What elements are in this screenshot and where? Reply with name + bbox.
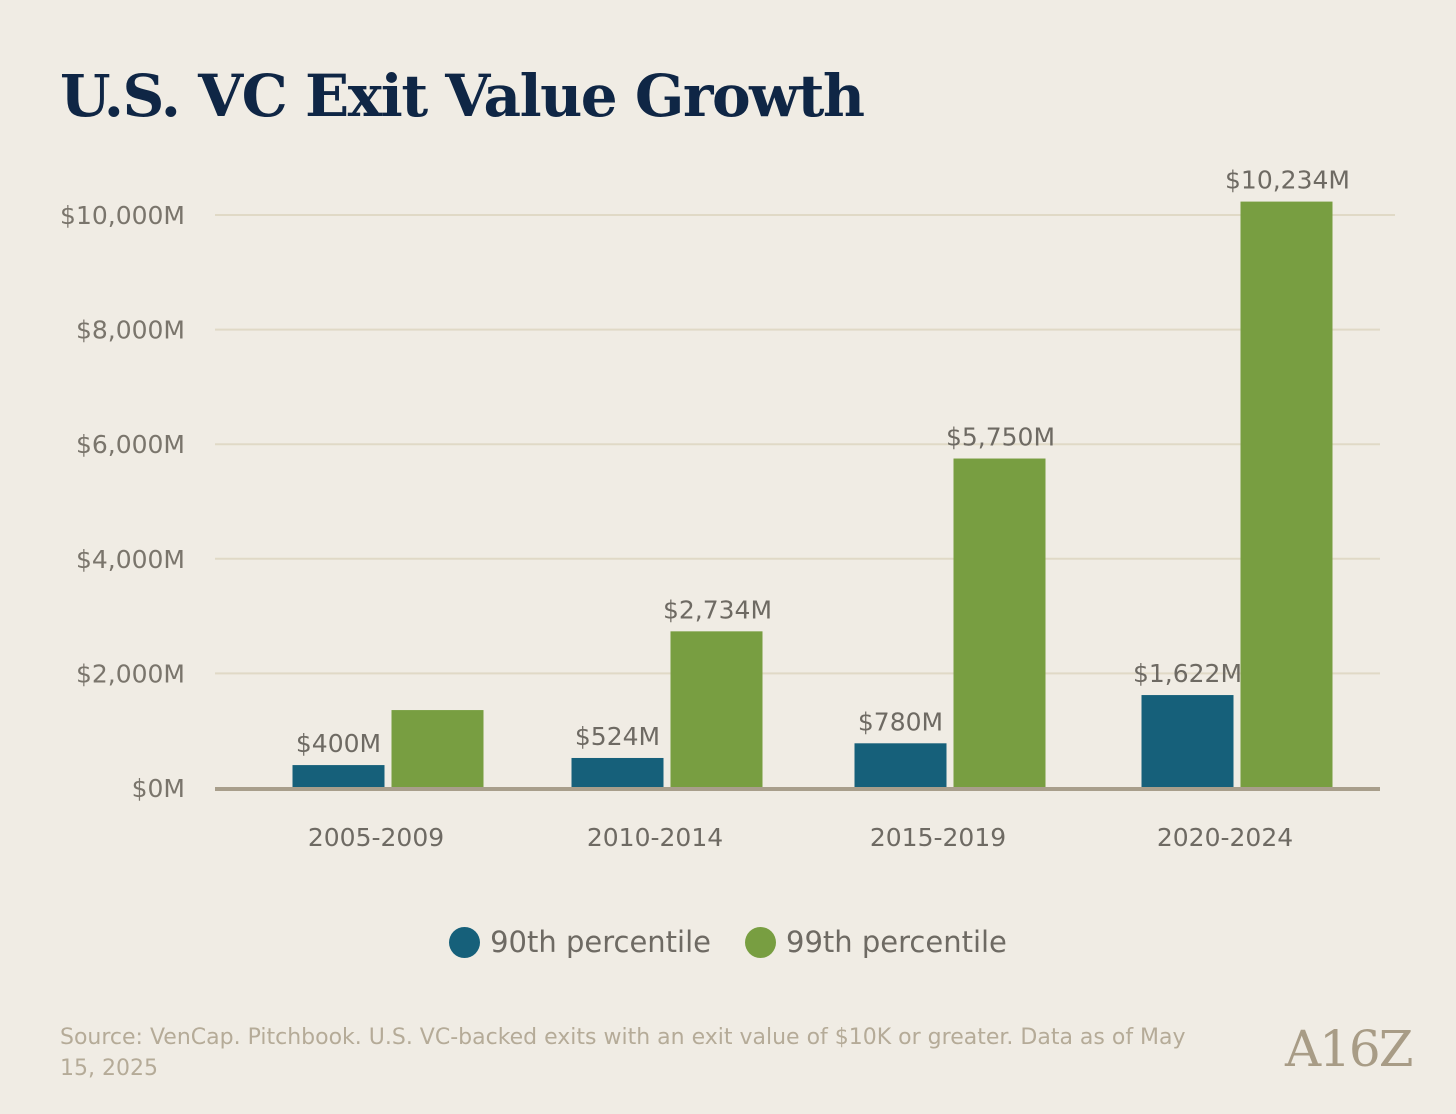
legend-item: 99th percentile	[745, 925, 1007, 959]
x-tick-label: 2005-2009	[308, 823, 444, 852]
chart-title: U.S. VC Exit Value Growth	[60, 62, 865, 130]
data-label: $400M	[296, 729, 381, 758]
data-label: $1,622M	[1133, 659, 1242, 688]
y-tick-label: $2,000M	[76, 659, 185, 688]
bar-99th	[391, 710, 484, 788]
a16z-logo: A16Z	[1285, 1020, 1413, 1078]
y-tick-label: $0M	[132, 774, 185, 803]
bar-90th	[292, 765, 385, 788]
bar-90th	[1141, 695, 1234, 788]
bar-90th	[854, 743, 947, 788]
legend-swatch	[745, 926, 776, 958]
legend: 90th percentile 99th percentile	[0, 925, 1456, 959]
y-tick-label: $10,000M	[60, 201, 185, 230]
legend-swatch	[449, 926, 481, 958]
data-label: $524M	[575, 722, 660, 751]
x-tick-label: 2015-2019	[870, 823, 1006, 852]
legend-item: 90th percentile	[449, 925, 711, 959]
source-note: Source: VenCap. Pitchbook. U.S. VC-backe…	[60, 1025, 1186, 1081]
data-label: $10,234M	[1225, 166, 1350, 195]
x-tick-label: 2020-2024	[1157, 823, 1293, 852]
data-label: $5,750M	[946, 423, 1055, 452]
y-tick-label: $6,000M	[76, 430, 185, 459]
bar-90th	[571, 757, 664, 788]
data-label: $2,734M	[663, 595, 772, 624]
bar-99th	[670, 631, 763, 788]
legend-label: 90th percentile	[490, 925, 711, 959]
legend-label: 99th percentile	[786, 925, 1007, 959]
y-tick-label: $8,000M	[76, 316, 185, 345]
bar-99th	[953, 458, 1046, 788]
bar-99th	[1240, 201, 1333, 788]
y-tick-label: $4,000M	[76, 545, 185, 574]
x-tick-label: 2010-2014	[587, 823, 723, 852]
data-label: $780M	[858, 707, 943, 736]
